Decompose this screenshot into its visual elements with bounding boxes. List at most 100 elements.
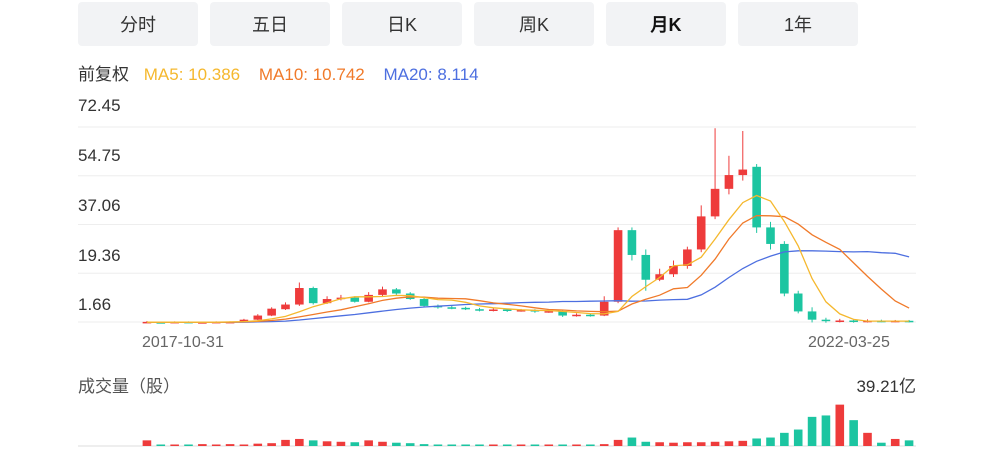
tab-daily-k[interactable]: 日K [342,2,462,46]
volume-bar [225,444,235,446]
candle-body [807,311,817,320]
candle-body [683,249,692,266]
candle-body [198,322,207,324]
ma20-line [146,250,910,324]
tab-one-year[interactable]: 1年 [738,2,858,46]
volume-bar [793,429,803,446]
volume-bar [780,432,789,446]
volume-bar [378,441,387,446]
volume-bar [405,443,415,446]
tab-weekly-k[interactable]: 周K [474,2,594,46]
candle-body [350,297,360,302]
volume-bar [239,444,249,446]
y-tick-label: 19.36 [78,246,121,265]
candle-body [710,188,720,217]
candle-body [752,166,761,228]
candle-body [599,301,609,316]
x-tick-label-end: 2022-03-25 [808,334,890,351]
tab-monthly-k[interactable]: 月K [606,2,726,46]
candle-body [544,311,554,313]
volume-bar [350,442,360,446]
volume-max-label: 39.21亿 [856,377,916,396]
ma10-legend: MA10: 10.742 [258,65,365,84]
volume-bar [572,444,581,446]
volume-bar [447,444,457,446]
ma-legend: 前复权 MA5: 10.386 MA10: 10.742 MA20: 8.114 [78,60,493,85]
candle-body [586,314,595,317]
candle-body [419,299,429,306]
candle-body [364,294,373,302]
volume-bar [419,444,429,446]
candle-body [392,289,401,294]
volume-bar [904,440,914,446]
tab-five-day[interactable]: 五日 [210,2,330,46]
volume-bar [530,444,540,446]
candle-body [766,227,775,244]
candle-body [308,288,318,304]
candle-body [447,307,457,309]
volume-bar [613,439,623,446]
volume-bar [890,438,900,446]
candle-body [627,230,637,255]
volume-bar [558,444,567,446]
candle-body [780,243,789,294]
volume-bar [308,440,318,446]
candle-body [281,304,290,310]
volume-bar [489,444,498,446]
volume-bar [766,437,775,446]
volume-bar [696,442,706,446]
volume-bar [877,442,886,446]
volume-bar [641,441,651,446]
candle-body [613,230,623,302]
candle-body [558,311,567,316]
volume-bar [710,441,720,446]
candle-body [322,299,332,304]
candle-body [696,216,706,250]
volume-bar [170,444,179,446]
candle-body [378,289,387,295]
tab-intraday[interactable]: 分时 [78,2,198,46]
volume-bar [392,442,401,446]
candle-body [572,314,581,317]
candle-body [849,320,858,323]
candle-body [738,169,748,176]
period-tabs: 分时 五日 日K 周K 月K 1年 [78,2,858,46]
candle-body [253,315,263,320]
volume-bar [364,440,373,446]
volume-bar [599,444,609,446]
y-tick-label: 72.45 [78,96,121,115]
volume-bar [544,444,554,446]
volume-bar [322,441,332,446]
ma5-legend: MA5: 10.386 [143,65,241,84]
volume-bar [433,444,443,446]
volume-bar [502,444,512,446]
volume-bar [683,442,692,446]
ma5-line [146,194,910,323]
volume-bar [821,415,831,446]
volume-bar [724,441,734,446]
volume-bar [281,439,290,446]
volume-bar [336,441,346,446]
adjust-label[interactable]: 前复权 [78,65,129,84]
y-tick-label: 1.66 [78,295,112,314]
volume-title: 成交量（股） [78,377,180,396]
volume-bar [211,444,221,446]
candle-body [821,319,831,322]
candle-body [793,293,803,312]
volume-bar [142,440,152,446]
candle-body [502,309,512,311]
candle-body [267,308,276,316]
candle-body [724,175,734,189]
volume-bar [295,438,304,446]
volume-bar [198,444,207,446]
volume-bar [253,443,263,446]
volume-bar [835,404,845,446]
candle-body [835,320,845,323]
volume-bar [586,444,595,446]
volume-bar [738,440,748,446]
candle-body [669,265,678,275]
candle-body [295,288,304,305]
y-tick-label: 54.75 [78,146,121,165]
x-tick-label-start: 2017-10-31 [142,334,224,351]
